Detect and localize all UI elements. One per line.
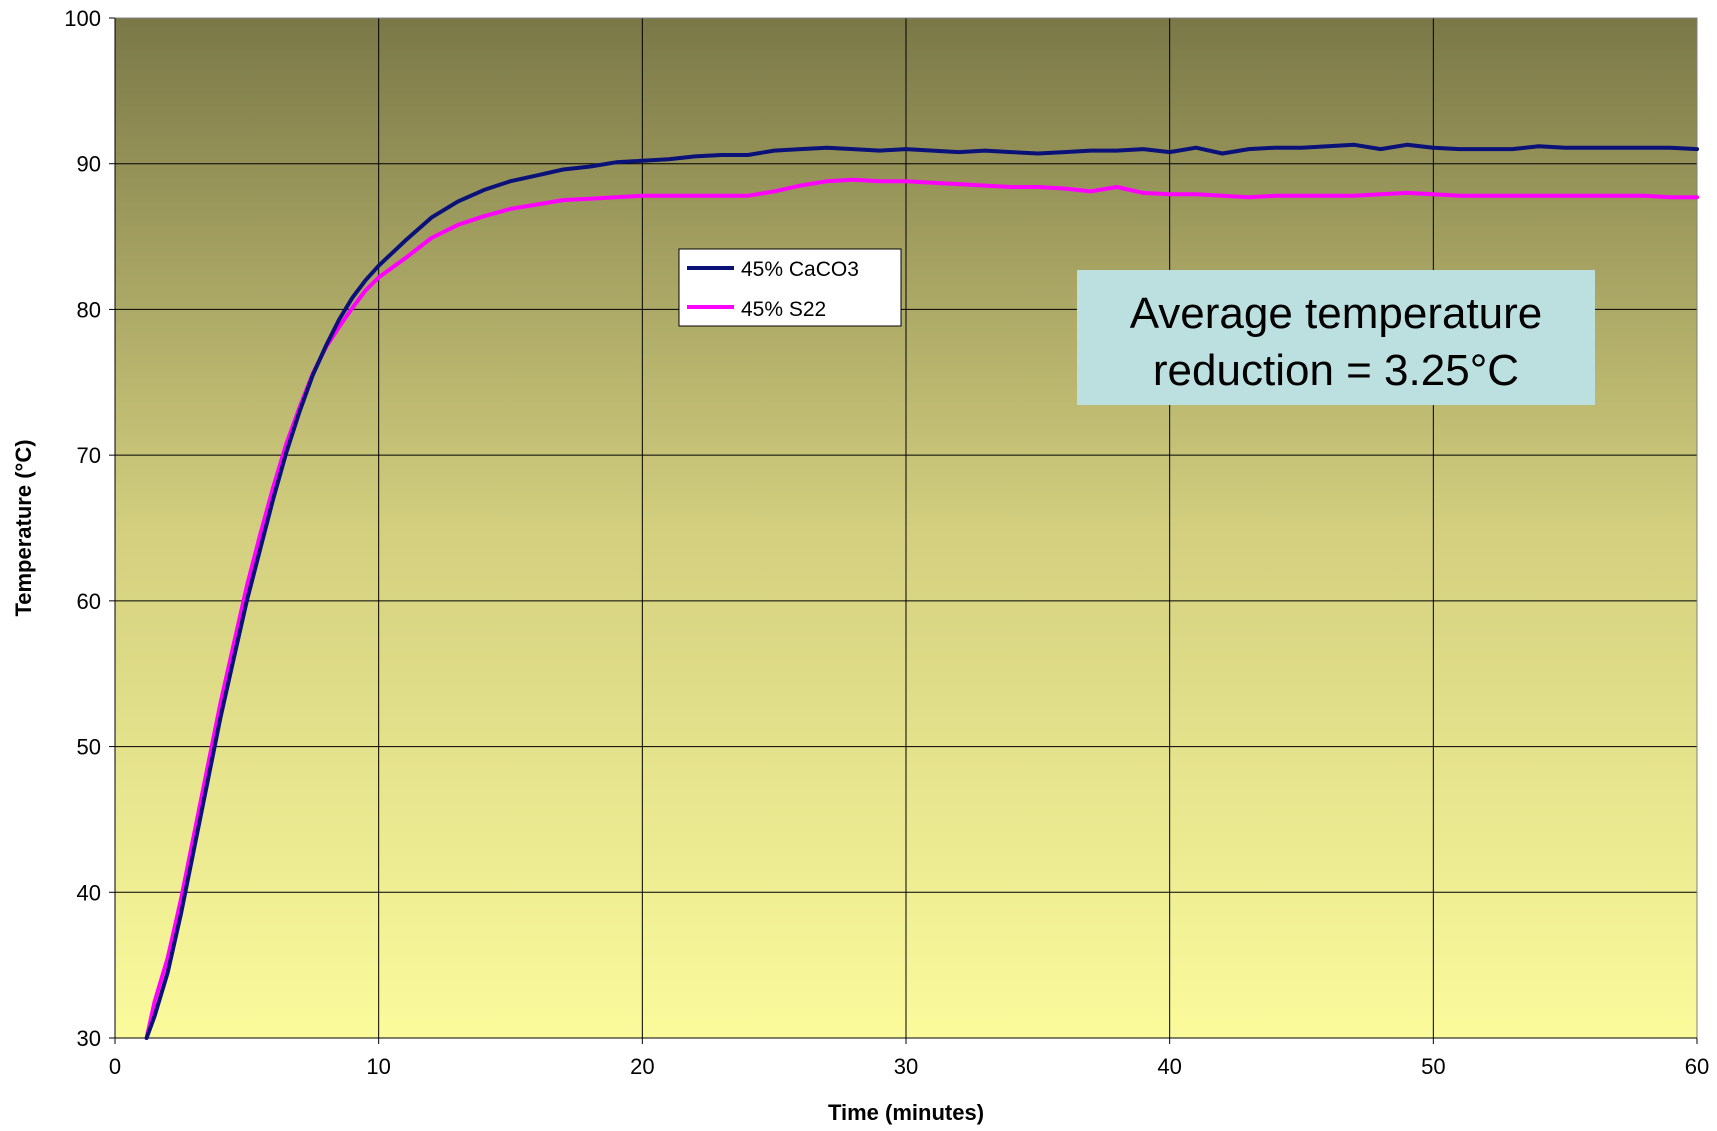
series-line-caco3	[144, 142, 1699, 1040]
x-tick-label: 30	[894, 1054, 918, 1079]
x-tick-label: 20	[630, 1054, 654, 1079]
legend-label-s22: 45% S22	[741, 298, 826, 321]
legend-label-caco3: 45% CaCO3	[741, 258, 859, 281]
y-tick-label: 40	[77, 880, 101, 905]
series-line-s22	[144, 177, 1699, 1040]
series-lines	[144, 142, 1699, 1040]
legend: 45% CaCO3 45% S22	[678, 248, 902, 327]
x-tick-label: 60	[1685, 1054, 1709, 1079]
annotation-line-2: reduction = 3.25°C	[1153, 346, 1519, 395]
y-tick-label: 90	[77, 152, 101, 177]
tick-labels: 30 40 50 60 70 80 90 100 0 10 20 30 40 50 60	[64, 6, 1709, 1079]
y-tick-label: 80	[77, 297, 101, 322]
axes	[109, 17, 1698, 1044]
x-axis-title: Time (minutes)	[828, 1100, 984, 1125]
y-tick-label: 60	[77, 589, 101, 614]
annotation-box: Average temperature reduction = 3.25°C	[1077, 270, 1595, 405]
y-axis-title: Temperature (°C)	[11, 439, 36, 616]
annotation-line-1: Average temperature	[1130, 289, 1543, 338]
legend-box	[678, 248, 902, 327]
x-tick-label: 50	[1421, 1054, 1445, 1079]
x-tick-label: 10	[366, 1054, 390, 1079]
y-tick-label: 30	[77, 1026, 101, 1051]
y-tick-label: 100	[64, 6, 101, 31]
y-tick-label: 70	[77, 443, 101, 468]
annotation-background	[1077, 270, 1595, 405]
x-tick-label: 0	[109, 1054, 121, 1079]
y-tick-label: 50	[77, 735, 101, 760]
x-tick-label: 40	[1157, 1054, 1181, 1079]
